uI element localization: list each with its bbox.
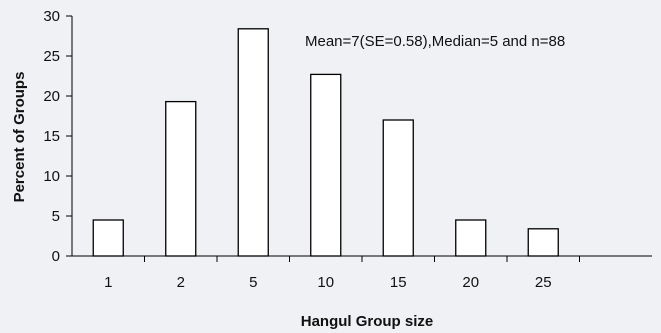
- x-tick-label: 20: [462, 274, 479, 291]
- y-tick-label: 15: [43, 128, 60, 145]
- x-tick-label: 25: [535, 274, 552, 291]
- y-tick-label: 20: [43, 88, 60, 105]
- bar-5: [237, 28, 269, 257]
- bar-20: [455, 219, 487, 257]
- x-tick-label: 2: [177, 274, 185, 291]
- y-tick-label: 25: [43, 48, 60, 65]
- bar-25: [527, 228, 559, 257]
- x-tick-label: 1: [104, 274, 112, 291]
- x-axis-title: Hangul Group size: [301, 313, 434, 330]
- y-axis-tick-labels: 0 5 10 15 20 25 30: [43, 8, 60, 265]
- x-tick-label: 5: [249, 274, 257, 291]
- y-tick-label: 30: [43, 8, 60, 25]
- x-tick-label: 10: [317, 274, 334, 291]
- bar-2: [165, 100, 197, 257]
- x-axis-ticks: [144, 256, 580, 262]
- x-tick-label: 15: [390, 274, 407, 291]
- y-axis-title: Percent of Groups: [11, 72, 28, 203]
- chart-annotation: Mean=7(SE=0.58),Median=5 and n=88: [305, 33, 565, 50]
- bar-10: [310, 73, 342, 257]
- bars: [92, 28, 559, 257]
- x-axis-tick-labels: 1 2 5 10 15 20 25: [104, 274, 552, 291]
- bar-15: [382, 119, 414, 257]
- y-tick-label: 0: [52, 248, 60, 265]
- y-tick-label: 5: [52, 208, 60, 225]
- y-tick-label: 10: [43, 168, 60, 185]
- bar-1: [92, 219, 124, 257]
- y-axis-ticks: [66, 15, 72, 257]
